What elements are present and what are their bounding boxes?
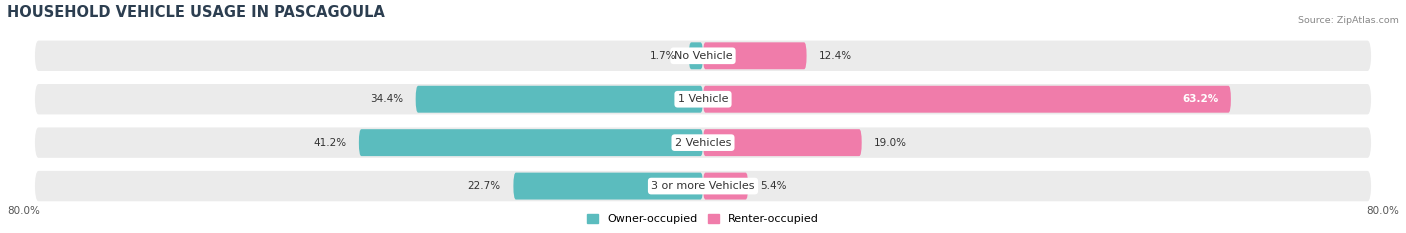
Legend: Owner-occupied, Renter-occupied: Owner-occupied, Renter-occupied <box>582 209 824 229</box>
FancyBboxPatch shape <box>35 127 1371 158</box>
FancyBboxPatch shape <box>703 86 1230 113</box>
FancyBboxPatch shape <box>359 129 703 156</box>
FancyBboxPatch shape <box>35 171 1371 201</box>
Text: 41.2%: 41.2% <box>314 138 346 148</box>
FancyBboxPatch shape <box>416 86 703 113</box>
Text: 80.0%: 80.0% <box>1365 206 1399 216</box>
FancyBboxPatch shape <box>703 129 862 156</box>
Text: 12.4%: 12.4% <box>820 51 852 61</box>
Text: 5.4%: 5.4% <box>761 181 787 191</box>
FancyBboxPatch shape <box>689 42 703 69</box>
FancyBboxPatch shape <box>703 42 807 69</box>
FancyBboxPatch shape <box>513 173 703 199</box>
FancyBboxPatch shape <box>703 173 748 199</box>
Text: 3 or more Vehicles: 3 or more Vehicles <box>651 181 755 191</box>
Text: No Vehicle: No Vehicle <box>673 51 733 61</box>
Text: 63.2%: 63.2% <box>1182 94 1219 104</box>
Text: Source: ZipAtlas.com: Source: ZipAtlas.com <box>1298 16 1399 25</box>
FancyBboxPatch shape <box>35 41 1371 71</box>
Text: 80.0%: 80.0% <box>7 206 41 216</box>
Text: HOUSEHOLD VEHICLE USAGE IN PASCAGOULA: HOUSEHOLD VEHICLE USAGE IN PASCAGOULA <box>7 5 385 20</box>
Text: 1 Vehicle: 1 Vehicle <box>678 94 728 104</box>
Text: 1.7%: 1.7% <box>650 51 676 61</box>
FancyBboxPatch shape <box>35 84 1371 114</box>
Text: 2 Vehicles: 2 Vehicles <box>675 138 731 148</box>
Text: 19.0%: 19.0% <box>875 138 907 148</box>
Text: 22.7%: 22.7% <box>468 181 501 191</box>
Text: 34.4%: 34.4% <box>370 94 404 104</box>
